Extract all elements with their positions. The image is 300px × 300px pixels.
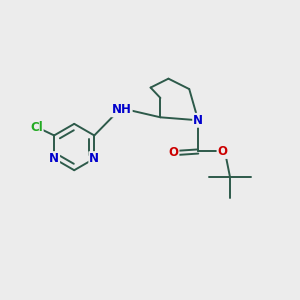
Text: N: N	[49, 152, 59, 165]
Text: Cl: Cl	[30, 121, 43, 134]
Text: O: O	[169, 146, 178, 160]
Text: N: N	[193, 114, 203, 127]
Text: NH: NH	[112, 103, 132, 116]
Text: O: O	[218, 145, 227, 158]
Text: N: N	[89, 152, 99, 165]
